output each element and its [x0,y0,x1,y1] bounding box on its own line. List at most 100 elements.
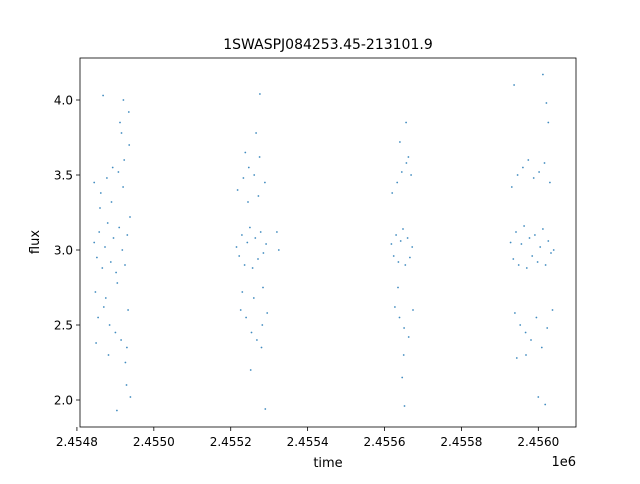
data-point [122,186,124,188]
data-point [244,151,247,154]
data-point [517,264,520,266]
x-tick-label: 2.4554 [287,435,329,449]
data-point [401,376,404,379]
data-point [123,159,126,161]
data-point [397,286,399,289]
data-point [509,241,512,244]
y-tick-label: 3.0 [54,244,73,258]
data-point [258,156,261,158]
x-tick-label: 2.4556 [364,435,406,449]
data-point [109,261,112,263]
data-point [530,339,532,341]
data-point [523,225,525,227]
data-point [394,306,396,308]
data-point [516,174,519,176]
data-point [552,249,555,251]
data-point [116,409,118,412]
chart-title: 1SWASPJ084253.45-213101.9 [223,37,432,53]
data-point [544,403,547,406]
data-point [549,181,551,184]
data-point [101,267,104,269]
data-point [236,189,239,191]
data-point [129,396,132,398]
data-point [525,267,528,269]
data-point [127,309,129,311]
data-point [106,177,108,179]
data-point [409,256,411,259]
data-point [102,306,105,308]
data-point [544,264,547,266]
data-point [264,181,266,184]
data-point [126,234,129,236]
data-point [93,181,96,184]
y-tick-label: 2.0 [54,394,73,408]
x-tick-label: 2.4550 [133,435,175,449]
data-point [253,174,256,176]
data-point [391,192,394,194]
data-point [117,171,120,173]
y-tick-label: 3.5 [54,169,73,183]
data-point [547,121,550,124]
data-point [250,331,253,334]
data-point [542,73,544,76]
data-point [107,354,110,356]
data-point [514,312,516,314]
data-point [104,297,107,299]
data-point [547,240,550,242]
data-point [94,291,97,293]
data-point [254,237,257,239]
data-point [524,331,527,334]
data-point [550,252,552,254]
data-point [551,309,554,311]
data-point [97,316,99,319]
data-point [112,237,115,239]
data-point [266,312,269,314]
data-point [405,121,407,124]
data-point [398,316,401,319]
data-point [260,346,263,349]
data-point [395,234,397,236]
data-point [262,286,264,289]
data-point [520,243,523,245]
data-point [243,264,246,266]
data-point [120,339,122,341]
y-axis: 2.0 2.5 3.0 3.5 4.0 [54,94,80,408]
data-point [259,93,261,95]
data-point [256,339,258,341]
data-point [257,258,259,260]
data-point [239,309,242,311]
data-point [515,231,517,233]
data-point [403,327,405,329]
data-point [249,369,252,371]
data-point [399,141,401,143]
data-point [539,246,542,248]
data-point [277,249,280,251]
data-point [540,346,543,349]
data-point [543,162,546,164]
data-point [121,249,124,251]
data-point [390,243,393,245]
data-point [261,324,264,326]
data-point [264,408,267,410]
data-point [98,231,101,233]
data-point [407,156,410,158]
data-point [93,241,96,244]
x-tick-label: 2.4552 [210,435,252,449]
data-point [242,177,245,179]
data-point [96,256,98,259]
data-point [116,282,119,284]
data-point [114,331,117,334]
data-point [510,186,513,188]
data-point [542,228,544,230]
data-point [546,327,549,329]
y-tick-label: 2.5 [54,319,73,333]
data-point [235,246,238,248]
data-point [245,316,248,319]
data-point [519,324,522,326]
data-point [124,264,126,266]
data-point [525,354,527,356]
data-point [410,174,412,176]
data-point [102,94,104,97]
